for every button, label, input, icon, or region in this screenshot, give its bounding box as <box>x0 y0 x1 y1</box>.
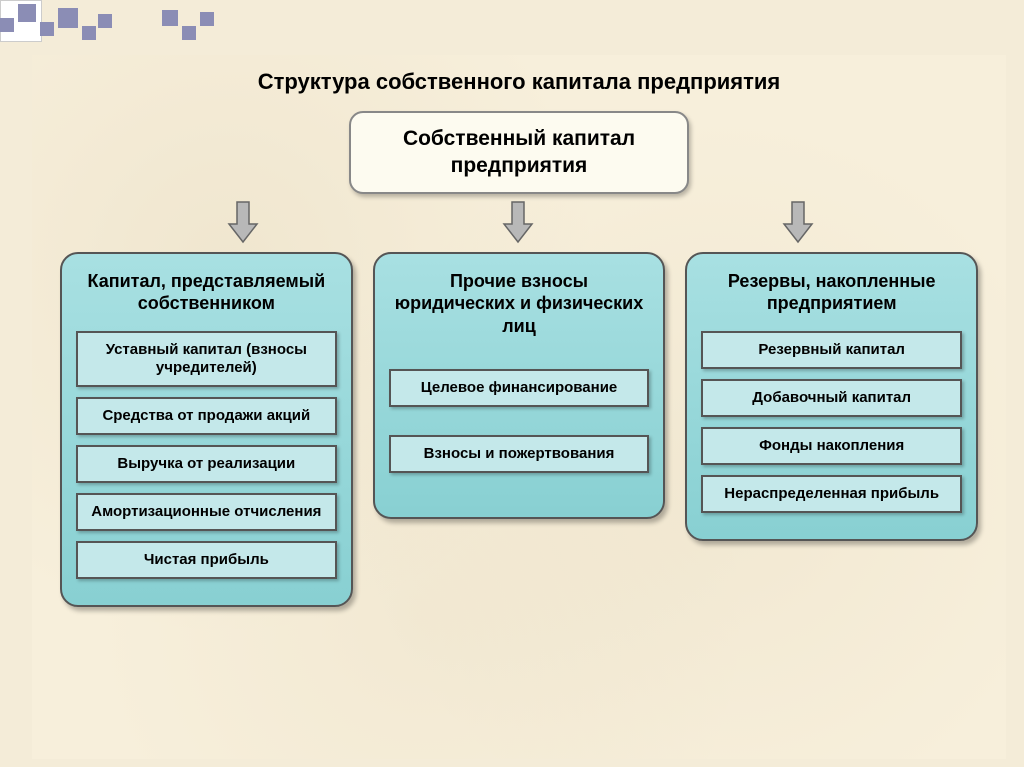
arrow-down-icon <box>227 200 259 244</box>
corner-decoration <box>0 0 220 45</box>
arrows-row <box>32 194 1006 252</box>
deco-square <box>200 12 214 26</box>
column-title: Капитал, представляемый собственником <box>72 266 341 319</box>
deco-square <box>162 10 178 26</box>
list-item: Амортизационные отчисления <box>76 493 337 531</box>
column-1: Капитал, представляемый собственником Уст… <box>60 252 353 607</box>
column-title: Резервы, накопленные предприятием <box>697 266 966 319</box>
deco-square <box>40 22 54 36</box>
column-2: Прочие взносы юридических и физических л… <box>373 252 666 520</box>
root-node: Собственный капитал предприятия <box>349 111 689 194</box>
arrow-down-icon <box>502 200 534 244</box>
deco-square <box>18 4 36 22</box>
page-title: Структура собственного капитала предприя… <box>32 69 1006 95</box>
deco-square <box>82 26 96 40</box>
list-item: Выручка от реализации <box>76 445 337 483</box>
list-item: Уставный капитал (взносы учредителей) <box>76 331 337 387</box>
column-3: Резервы, накопленные предприятием Резервн… <box>685 252 978 541</box>
list-item: Нераспределенная прибыль <box>701 475 962 513</box>
list-item: Резервный капитал <box>701 331 962 369</box>
column-title: Прочие взносы юридических и физических л… <box>385 266 654 342</box>
deco-square <box>98 14 112 28</box>
list-item: Целевое финансирование <box>389 369 650 407</box>
list-item: Фонды накопления <box>701 427 962 465</box>
list-item: Добавочный капитал <box>701 379 962 417</box>
list-item: Чистая прибыль <box>76 541 337 579</box>
deco-square <box>182 26 196 40</box>
arrow-down-icon <box>782 200 814 244</box>
list-item: Взносы и пожертвования <box>389 435 650 473</box>
deco-square <box>58 8 78 28</box>
deco-square <box>0 18 14 32</box>
list-item: Средства от продажи акций <box>76 397 337 435</box>
diagram-canvas: Структура собственного капитала предприя… <box>32 55 1006 759</box>
columns-container: Капитал, представляемый собственником Уст… <box>32 252 1006 607</box>
